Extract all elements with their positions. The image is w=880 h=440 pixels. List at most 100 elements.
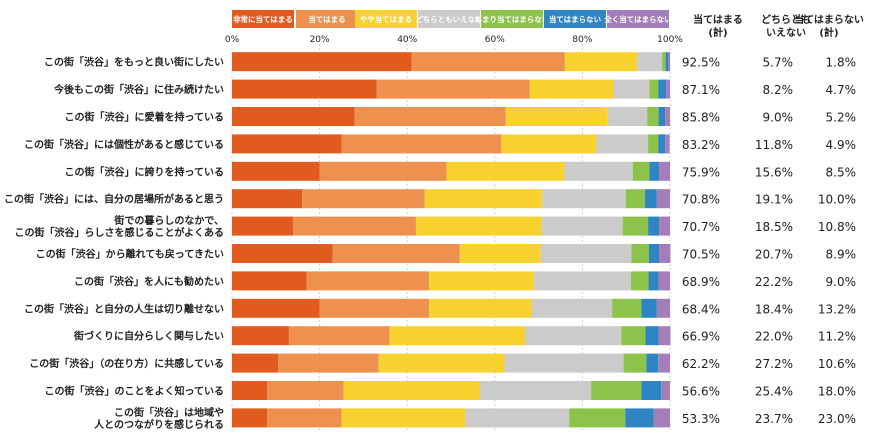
bar-segment bbox=[341, 408, 466, 428]
summary-header: いえない bbox=[766, 27, 806, 39]
summary-value: 27.2% bbox=[755, 357, 793, 371]
gridlines bbox=[231, 44, 671, 432]
bar-segment bbox=[232, 298, 320, 318]
summary-value: 10.6% bbox=[818, 357, 856, 371]
legend: 非常に当てはまる 当てはまる やや当てはまる どちらともいえないあまり当てはまらない当… bbox=[232, 10, 672, 28]
summary-value: 20.7% bbox=[755, 248, 793, 262]
bar-segment bbox=[607, 107, 648, 126]
bar-segment bbox=[665, 107, 670, 126]
bar-segment bbox=[232, 381, 268, 400]
bar-segment bbox=[232, 271, 307, 291]
x-tick-label: 80% bbox=[572, 35, 592, 45]
bar-segment bbox=[665, 52, 669, 72]
legend-label: どちらともいえない bbox=[415, 14, 483, 24]
category-label: この街「渋谷」には個性があると感じている bbox=[24, 138, 224, 151]
bar-segment bbox=[277, 353, 379, 373]
bar-segment bbox=[656, 298, 670, 318]
bar-segment bbox=[446, 161, 565, 181]
legend-swatch bbox=[355, 10, 417, 28]
bar-segment bbox=[319, 298, 430, 318]
bar-segment bbox=[354, 107, 506, 126]
category-label: この街「渋谷」らしさを感じることがよくある bbox=[15, 226, 225, 239]
bar-segment bbox=[429, 271, 534, 291]
bar-segment bbox=[529, 79, 614, 99]
bar-segment bbox=[505, 107, 608, 126]
summary-value: 53.3% bbox=[682, 412, 720, 426]
summary-value: 22.0% bbox=[755, 330, 793, 344]
legend-swatch bbox=[481, 10, 543, 28]
summary-value: 8.2% bbox=[763, 83, 794, 97]
category-label: この街「渋谷」に誇りを持っている bbox=[65, 165, 225, 178]
category-label: この街「渋谷」から離れても戻ってきたい bbox=[36, 248, 224, 261]
legend-label: やや当てはまる bbox=[360, 14, 412, 24]
category-label: 街づくりに自分らしく関与したい bbox=[73, 330, 224, 343]
bar-segment bbox=[637, 52, 663, 72]
summary-value: 70.5% bbox=[682, 248, 720, 262]
bar-segment bbox=[288, 326, 390, 346]
bar-segment bbox=[389, 326, 526, 346]
summary-value: 4.9% bbox=[826, 138, 857, 152]
legend-swatch bbox=[607, 10, 669, 28]
category-label: この街「渋谷」と自分の人生は切り離せない bbox=[24, 302, 224, 315]
summary-table: 92.5% 5.7% 1.8% 87.1% 8.2% 4.7% 85.8% 9.0% 5.2% 8… bbox=[682, 13, 864, 426]
summary-value: 75.9% bbox=[682, 165, 720, 179]
bar-segment bbox=[666, 79, 670, 99]
bar-segment bbox=[232, 189, 303, 209]
summary-value: 68.4% bbox=[682, 302, 720, 316]
bar-segment bbox=[465, 408, 570, 428]
bar-segment bbox=[665, 134, 670, 154]
bar-segment bbox=[232, 353, 278, 373]
bar-segment bbox=[232, 408, 268, 428]
summary-header: どちらとも bbox=[761, 13, 811, 26]
bar-segment bbox=[621, 326, 646, 346]
bar-segment bbox=[232, 326, 289, 346]
x-tick-label: 60% bbox=[485, 35, 505, 45]
summary-value: 11.2% bbox=[818, 330, 856, 344]
summary-value: 66.9% bbox=[682, 330, 720, 344]
category-label: この街「渋谷」には、自分の居場所があると思う bbox=[4, 193, 224, 206]
bar-segment bbox=[232, 216, 294, 236]
bar-segment bbox=[648, 134, 659, 154]
summary-value: 56.6% bbox=[682, 385, 720, 399]
bar-segment bbox=[411, 52, 565, 72]
bar-segment bbox=[659, 161, 670, 181]
bar-segment bbox=[661, 381, 670, 400]
summary-value: 19.1% bbox=[755, 193, 793, 207]
legend-label: 非常に当てはまる bbox=[233, 14, 293, 24]
bar-segment bbox=[658, 353, 670, 373]
summary-value: 5.2% bbox=[826, 111, 857, 125]
bar-segment bbox=[332, 244, 460, 263]
bar-segment bbox=[659, 244, 671, 263]
bars bbox=[232, 52, 671, 428]
summary-value: 70.7% bbox=[682, 220, 720, 234]
bar-segment bbox=[542, 189, 626, 209]
summary-value: 23.0% bbox=[818, 412, 856, 426]
category-label: 人とのつながりを感じられる bbox=[94, 418, 224, 431]
bar-segment bbox=[267, 381, 344, 400]
summary-value: 25.4% bbox=[755, 385, 793, 399]
category-label: この街「渋谷」をもっと良い街にしたい bbox=[44, 56, 224, 69]
bar-segment bbox=[658, 134, 666, 154]
summary-value: 13.2% bbox=[818, 302, 856, 316]
summary-value: 10.0% bbox=[818, 193, 856, 207]
bar-segment bbox=[649, 161, 660, 181]
legend-label: あまり当てはまらない bbox=[475, 14, 550, 24]
summary-value: 10.8% bbox=[818, 220, 856, 234]
bar-segment bbox=[649, 79, 659, 99]
summary-value: 85.8% bbox=[682, 111, 720, 125]
summary-header: (計) bbox=[708, 26, 727, 39]
bar-segment bbox=[306, 271, 430, 291]
summary-value: 22.2% bbox=[755, 275, 793, 289]
bar-segment bbox=[596, 134, 649, 154]
x-tick-label: 40% bbox=[397, 35, 417, 45]
bar-segment bbox=[232, 134, 342, 154]
bar-segment bbox=[569, 408, 626, 428]
bar-segment bbox=[645, 326, 659, 346]
bar-segment bbox=[668, 52, 670, 72]
bar-segment bbox=[232, 52, 412, 72]
bar-segment bbox=[564, 161, 633, 181]
summary-value: 83.2% bbox=[682, 138, 720, 152]
bar-segment bbox=[504, 353, 624, 373]
summary-header: 当てはまらない bbox=[794, 13, 864, 26]
